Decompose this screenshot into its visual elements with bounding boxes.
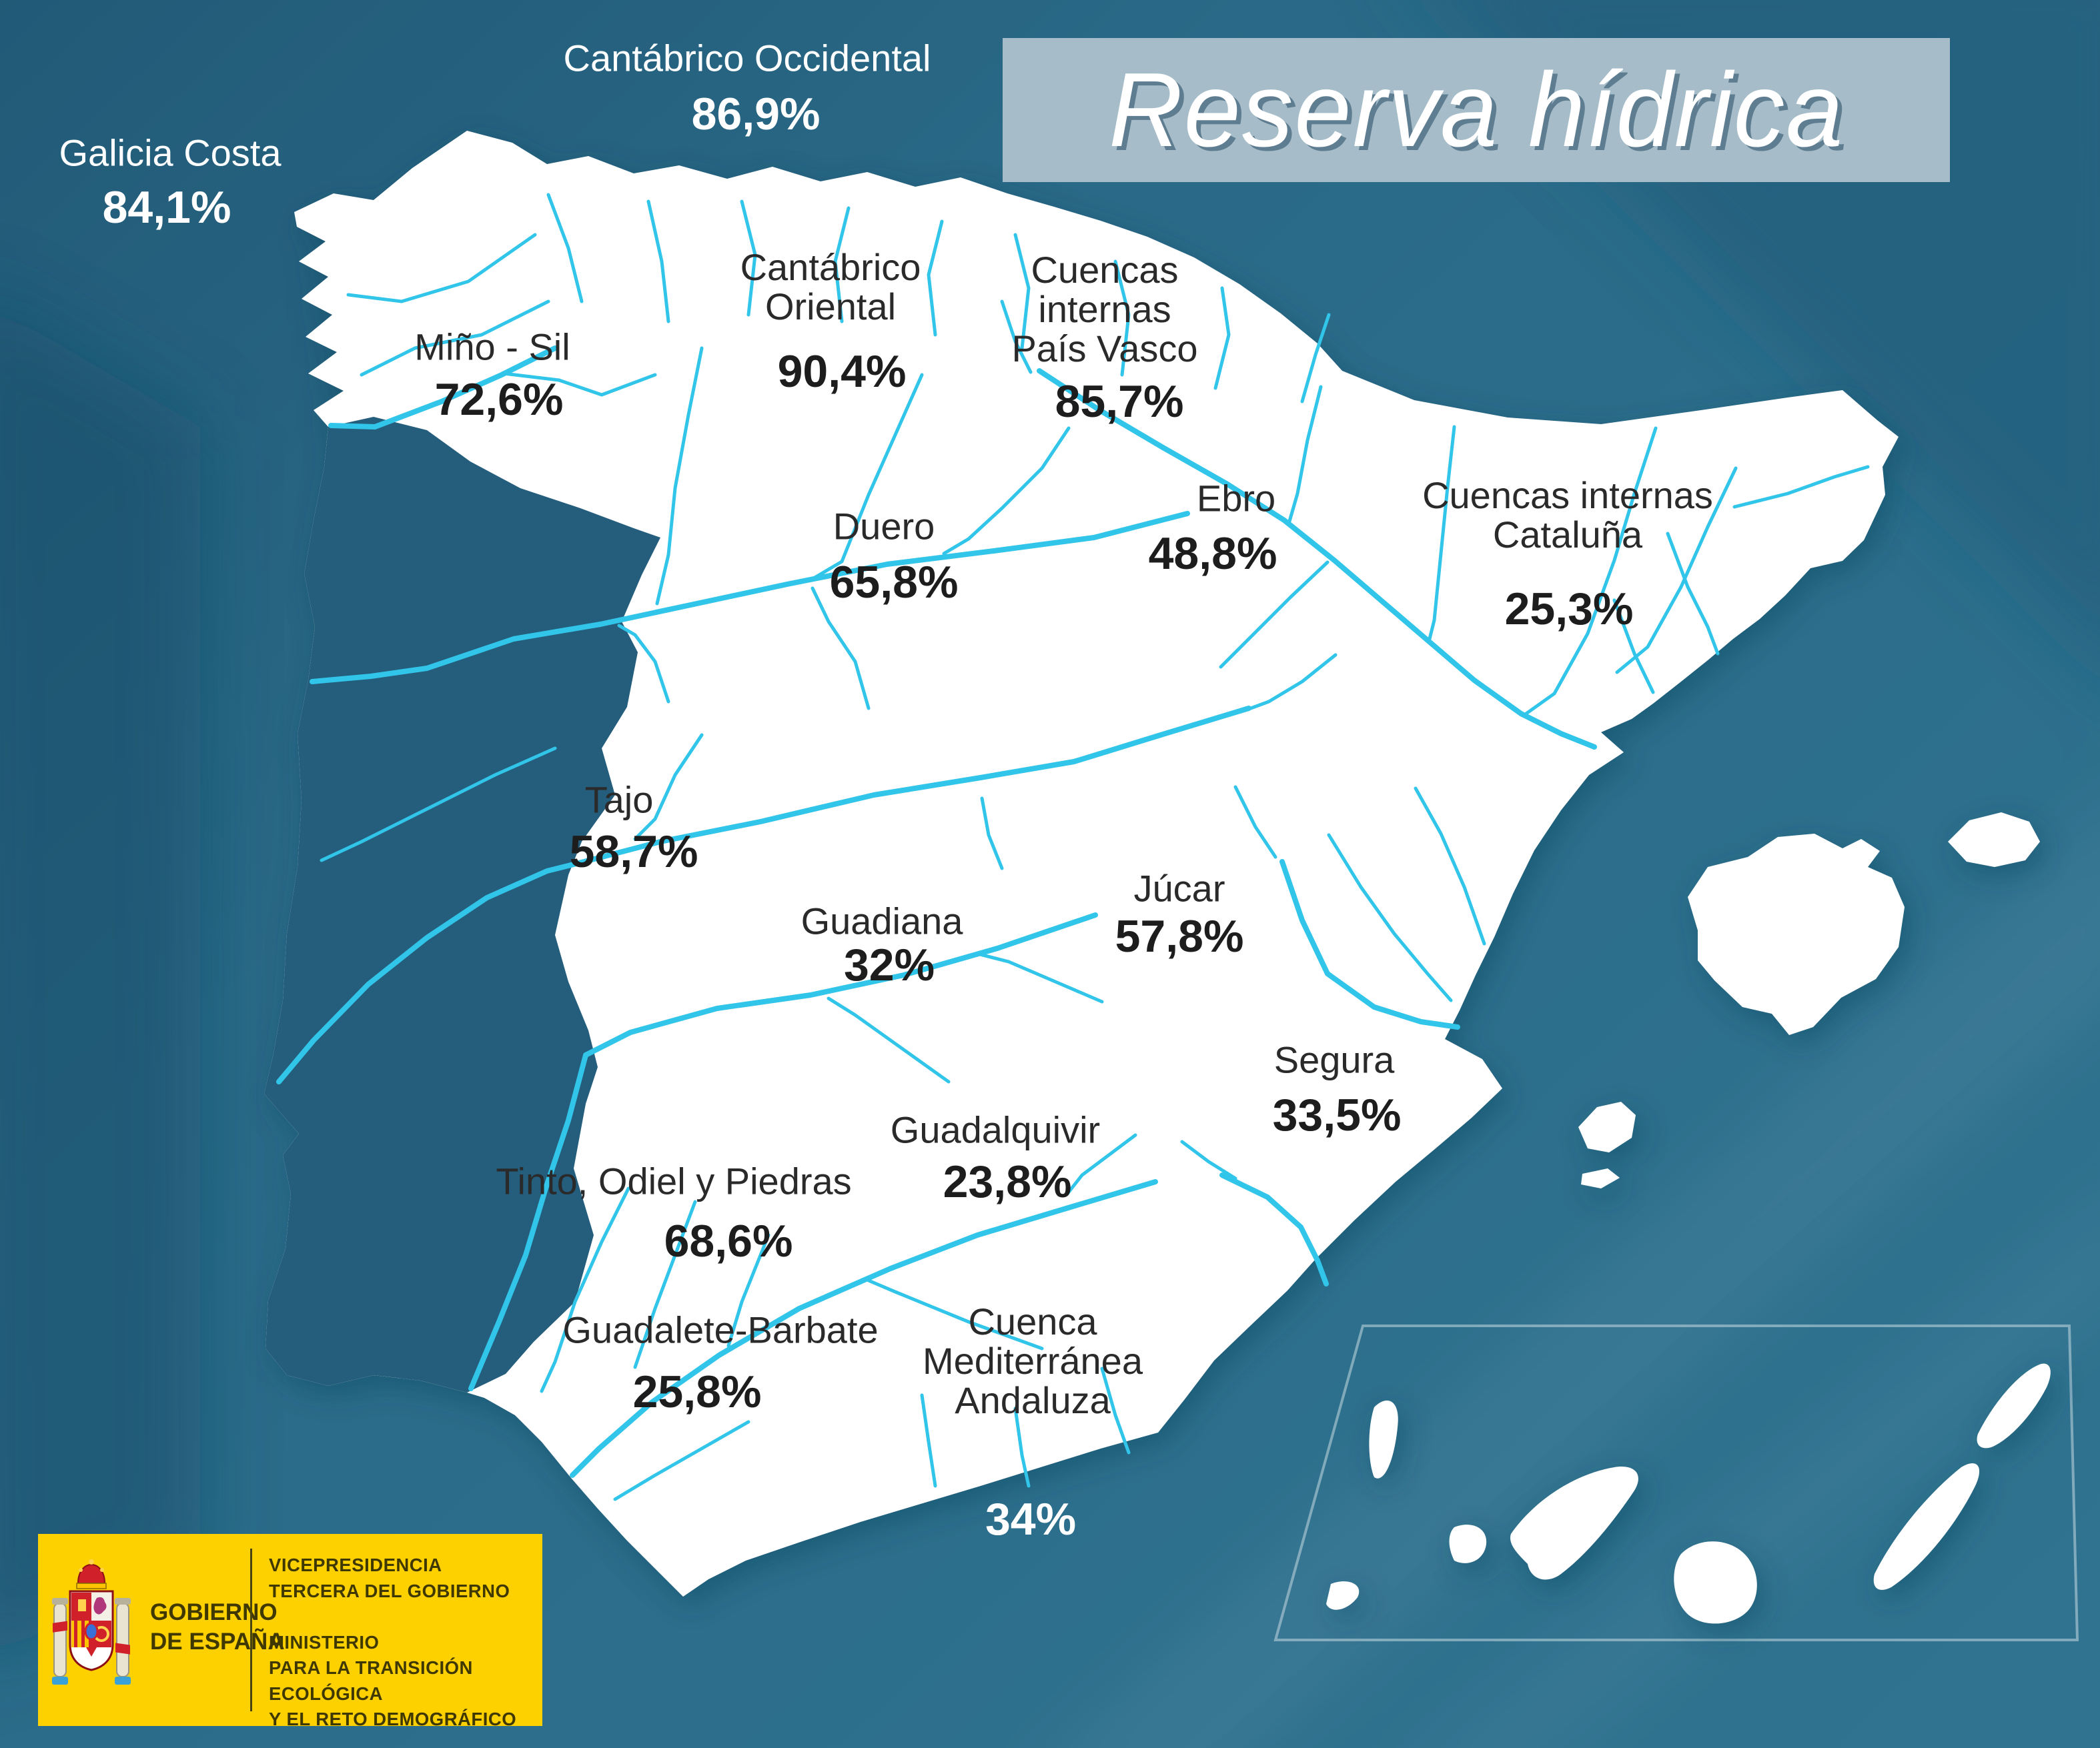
basin-value-cuencas-internas-cataluna: 25,3% <box>1504 584 1634 634</box>
river-network <box>276 193 1870 1501</box>
basin-label-segura: Segura <box>1273 1038 1395 1081</box>
basin-label-cuenca-mediterranea-andaluza: Cuenca Mediterránea Andaluza <box>923 1300 1143 1421</box>
river-ebro <box>1037 368 1597 750</box>
basin-value-cantabrico-oriental: 90,4% <box>777 346 907 397</box>
basin-label-duero: Duero <box>833 505 935 548</box>
basin-value-mino-sil: 72,6% <box>434 374 564 425</box>
basin-label-guadalete-barbate: Guadalete-Barbate <box>562 1308 879 1351</box>
canary-islands-frame <box>1273 1325 2079 1641</box>
river-segura <box>1219 1172 1329 1286</box>
basin-label-cuencas-internas-pais-vasco: Cuencas internas País Vasco <box>1011 248 1198 369</box>
basin-value-cantabrico-occidental: 86,9% <box>691 89 821 139</box>
government-logo: GOBIERNO DE ESPAÑA VICEPRESIDENCIA TERCE… <box>38 1534 542 1729</box>
spain-coat-of-arms-icon <box>52 1559 131 1685</box>
basin-value-guadalete-barbate: 25,8% <box>632 1367 762 1417</box>
basin-label-ebro: Ebro <box>1196 477 1276 520</box>
basin-label-cantabrico-oriental: Cantábrico Oriental <box>740 246 921 327</box>
basin-label-mino-sil: Miño - Sil <box>414 325 570 368</box>
mallorca-island <box>1688 834 1905 1035</box>
la-gomera-island <box>1449 1525 1487 1563</box>
basin-label-tajo: Tajo <box>584 778 654 821</box>
basin-label-galicia-costa: Galicia Costa <box>59 131 282 174</box>
ibiza-island <box>1578 1102 1636 1152</box>
basin-value-tajo: 58,7% <box>569 826 698 877</box>
canary-islands <box>1326 1363 2051 1624</box>
formentera-island <box>1581 1168 1620 1188</box>
basin-value-ebro: 48,8% <box>1148 528 1277 579</box>
basin-value-galicia-costa: 84,1% <box>102 182 231 233</box>
basin-value-tinto-odiel-piedras: 68,6% <box>664 1216 793 1266</box>
basin-label-guadalquivir: Guadalquivir <box>890 1108 1101 1151</box>
tenerife-island <box>1510 1467 1638 1580</box>
basin-value-guadiana: 32% <box>843 940 935 990</box>
basin-value-cuencas-internas-pais-vasco: 85,7% <box>1055 376 1184 427</box>
lanzarote-island <box>1977 1363 2051 1449</box>
logo-divider <box>250 1549 252 1711</box>
page-title: Reserva hídrica <box>1108 51 1845 169</box>
basin-value-guadalquivir: 23,8% <box>943 1156 1072 1207</box>
gran-canaria-island <box>1674 1541 1757 1624</box>
basin-value-duero: 65,8% <box>829 557 959 608</box>
basin-label-guadiana: Guadiana <box>801 900 963 942</box>
basin-value-cuenca-mediterranea-andaluza: 34% <box>985 1494 1077 1545</box>
basin-label-jucar: Júcar <box>1133 867 1225 910</box>
basin-value-segura: 33,5% <box>1272 1090 1402 1140</box>
river-guadiana <box>468 912 1098 1391</box>
river-jucar <box>1279 859 1460 1030</box>
basin-label-cantabrico-occidental: Cantábrico Occidental <box>563 37 931 79</box>
el-hierro-island <box>1326 1581 1360 1610</box>
river-tajo <box>276 706 1251 1084</box>
la-palma-island <box>1369 1401 1398 1479</box>
fuerteventura-island <box>1873 1463 1980 1590</box>
basin-label-cuencas-internas-cataluna: Cuencas internas Cataluña <box>1422 474 1713 556</box>
menorca-island <box>1948 812 2040 867</box>
river-duero <box>310 511 1190 684</box>
river-guadalquivir <box>570 1179 1158 1478</box>
ministry-label: VICEPRESIDENCIA TERCERA DEL GOBIERNO MIN… <box>269 1555 517 1729</box>
title-banner: Reserva hídrica <box>1003 38 1950 182</box>
government-of-spain-label: GOBIERNO DE ESPAÑA <box>150 1599 285 1655</box>
river-mino <box>328 345 558 429</box>
basin-value-jucar: 57,8% <box>1115 911 1244 962</box>
basin-label-tinto-odiel-piedras: Tinto, Odiel y Piedras <box>496 1160 852 1202</box>
